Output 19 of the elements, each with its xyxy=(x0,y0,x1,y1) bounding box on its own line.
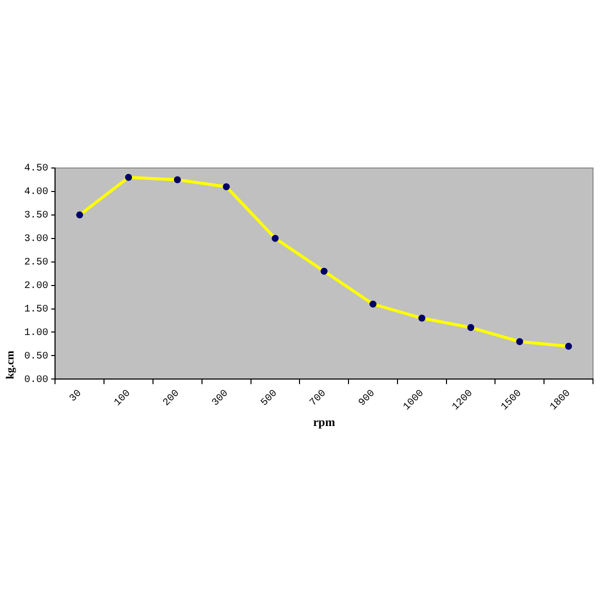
x-tick-label: 30 xyxy=(68,388,84,405)
y-tick-label: 3.00 xyxy=(24,234,48,246)
y-tick-label: 0.00 xyxy=(24,374,48,386)
y-tick-label: 3.50 xyxy=(24,210,48,222)
y-tick-label: 2.50 xyxy=(24,257,48,268)
y-tick-label: 1.50 xyxy=(24,304,48,316)
x-tick-label: 100 xyxy=(112,388,134,409)
x-tick-label: 200 xyxy=(162,388,182,409)
x-axis-title: rpm xyxy=(313,414,336,429)
y-tick-label: 4.00 xyxy=(24,187,48,198)
x-tick-label: 500 xyxy=(259,388,280,409)
x-tick-label: 900 xyxy=(357,388,378,409)
y-axis-title: kg.cm xyxy=(4,350,16,380)
y-tick-label: 4.50 xyxy=(24,164,48,175)
y-tick-label: 1.00 xyxy=(24,328,48,339)
y-tick-label: 2.00 xyxy=(24,280,48,292)
x-tick-label: 700 xyxy=(308,388,329,409)
x-tick-label: 300 xyxy=(210,388,232,409)
y-tick-label: 0.50 xyxy=(24,351,48,362)
